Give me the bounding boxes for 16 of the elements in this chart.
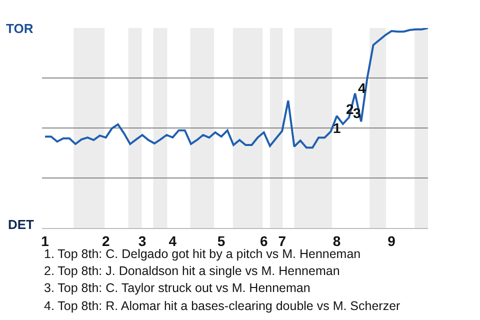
- x-tick-label: 3: [138, 232, 146, 249]
- x-tick-label: 5: [217, 232, 226, 249]
- text: 3. Top 8th: C. Taylor struck out vs M. Henneman: [44, 281, 310, 295]
- x-tick-label: 4: [168, 232, 177, 249]
- text: 4. Top 8th: R. Alomar hit a bases-clearing double vs M. Scherzer: [44, 299, 400, 313]
- x-tick-label: 1: [41, 232, 50, 249]
- text: 2. Top 8th: J. Donaldson hit a single vs M. Henneman: [44, 264, 340, 278]
- x-tick-label: 7: [278, 232, 286, 249]
- text: DET: [8, 217, 34, 232]
- text: 1. Top 8th: C. Delgado got hit by a pitch vs M. Henneman: [44, 247, 361, 261]
- x-tick-label: 9: [388, 232, 396, 249]
- x-tick-label: 8: [332, 232, 341, 249]
- text: TOR: [6, 21, 34, 36]
- annotation: 1: [333, 120, 341, 136]
- x-tick-label: 6: [260, 232, 268, 249]
- x-tick-label: 2: [102, 232, 110, 249]
